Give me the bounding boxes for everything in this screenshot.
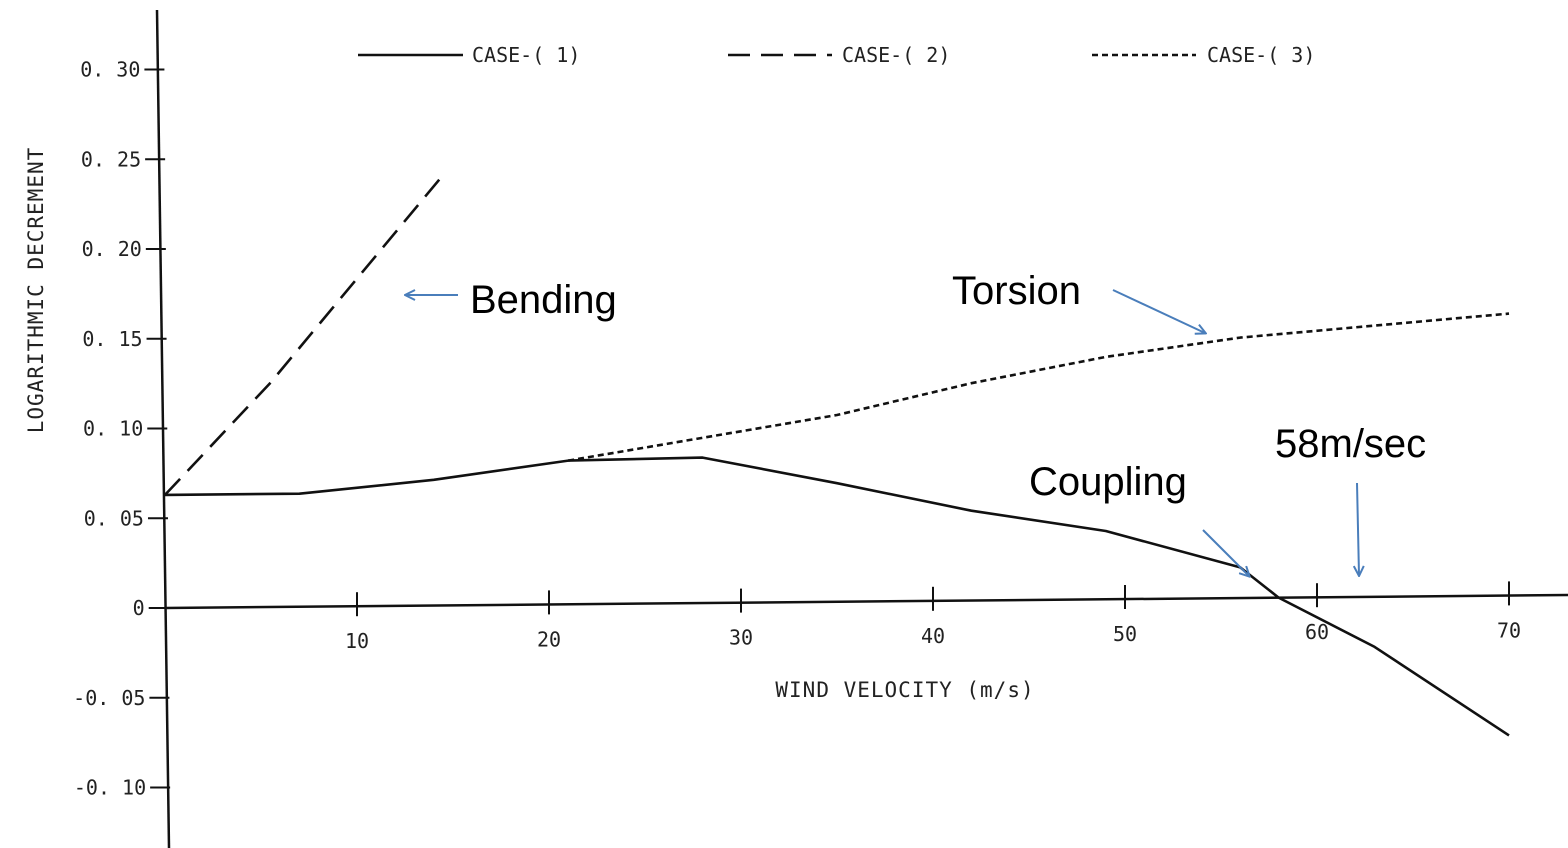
x-tick-label: 50 — [1113, 622, 1137, 646]
annotation-coupling: Coupling — [1029, 460, 1187, 504]
annotation-coupling-arrow — [1202, 529, 1249, 576]
y-tick-label: 0. 20 — [82, 237, 142, 261]
legend-item-case-2: CASE-( 2) — [728, 43, 950, 67]
annotations: Bending Torsion Coupling 58m/sec — [406, 269, 1426, 576]
y-tick-label: 0. 05 — [84, 506, 144, 530]
y-tick-label: -0. 10 — [74, 776, 146, 800]
y-tick-label: 0. 15 — [82, 327, 142, 351]
legend: CASE-( 1) CASE-( 2) CASE-( 3) — [358, 43, 1315, 67]
x-tick-label: 40 — [921, 624, 945, 648]
legend-item-case-3: CASE-( 3) — [1092, 43, 1315, 67]
x-tick-label: 60 — [1305, 620, 1329, 644]
legend-label-case-3: CASE-( 3) — [1207, 43, 1315, 67]
x-ticks: 10 20 30 40 50 60 70 — [345, 581, 1521, 653]
y-tick-label: 0. 25 — [81, 147, 141, 171]
y-tick-label: 0 — [133, 596, 145, 620]
x-axis-line — [164, 593, 1568, 610]
legend-item-case-1: CASE-( 1) — [358, 43, 580, 67]
x-tick-label: 20 — [537, 627, 561, 651]
y-axis-title: LOGARITHMIC DECREMENT — [24, 147, 48, 434]
series-line-case-3 — [567, 312, 1510, 462]
annotation-torsion: Torsion — [952, 269, 1081, 313]
y-tick-label: 0. 30 — [80, 58, 140, 82]
y-ticks: 0. 30 0. 25 0. 20 0. 15 0. 10 0. 05 0 -0. 05 -0.… — [73, 58, 171, 800]
x-tick-label: 30 — [729, 626, 753, 650]
series-line-case-1 — [164, 456, 1510, 737]
y-tick-label: -0. 05 — [73, 686, 145, 710]
series-line-case-2 — [164, 173, 445, 496]
legend-label-case-1: CASE-( 1) — [472, 43, 580, 67]
legend-label-case-2: CASE-( 2) — [842, 43, 950, 67]
series-layer — [164, 173, 1510, 737]
annotation-torsion-arrow — [1112, 289, 1205, 333]
x-axis-title: WIND VELOCITY (m/s) — [775, 678, 1034, 702]
x-tick-label: 10 — [345, 629, 369, 653]
annotation-speed-arrow — [1357, 482, 1359, 575]
annotation-speed: 58m/sec — [1275, 422, 1426, 466]
x-tick-label: 70 — [1497, 618, 1521, 642]
annotation-bending: Bending — [470, 278, 617, 322]
y-tick-label: 0. 10 — [83, 417, 143, 441]
